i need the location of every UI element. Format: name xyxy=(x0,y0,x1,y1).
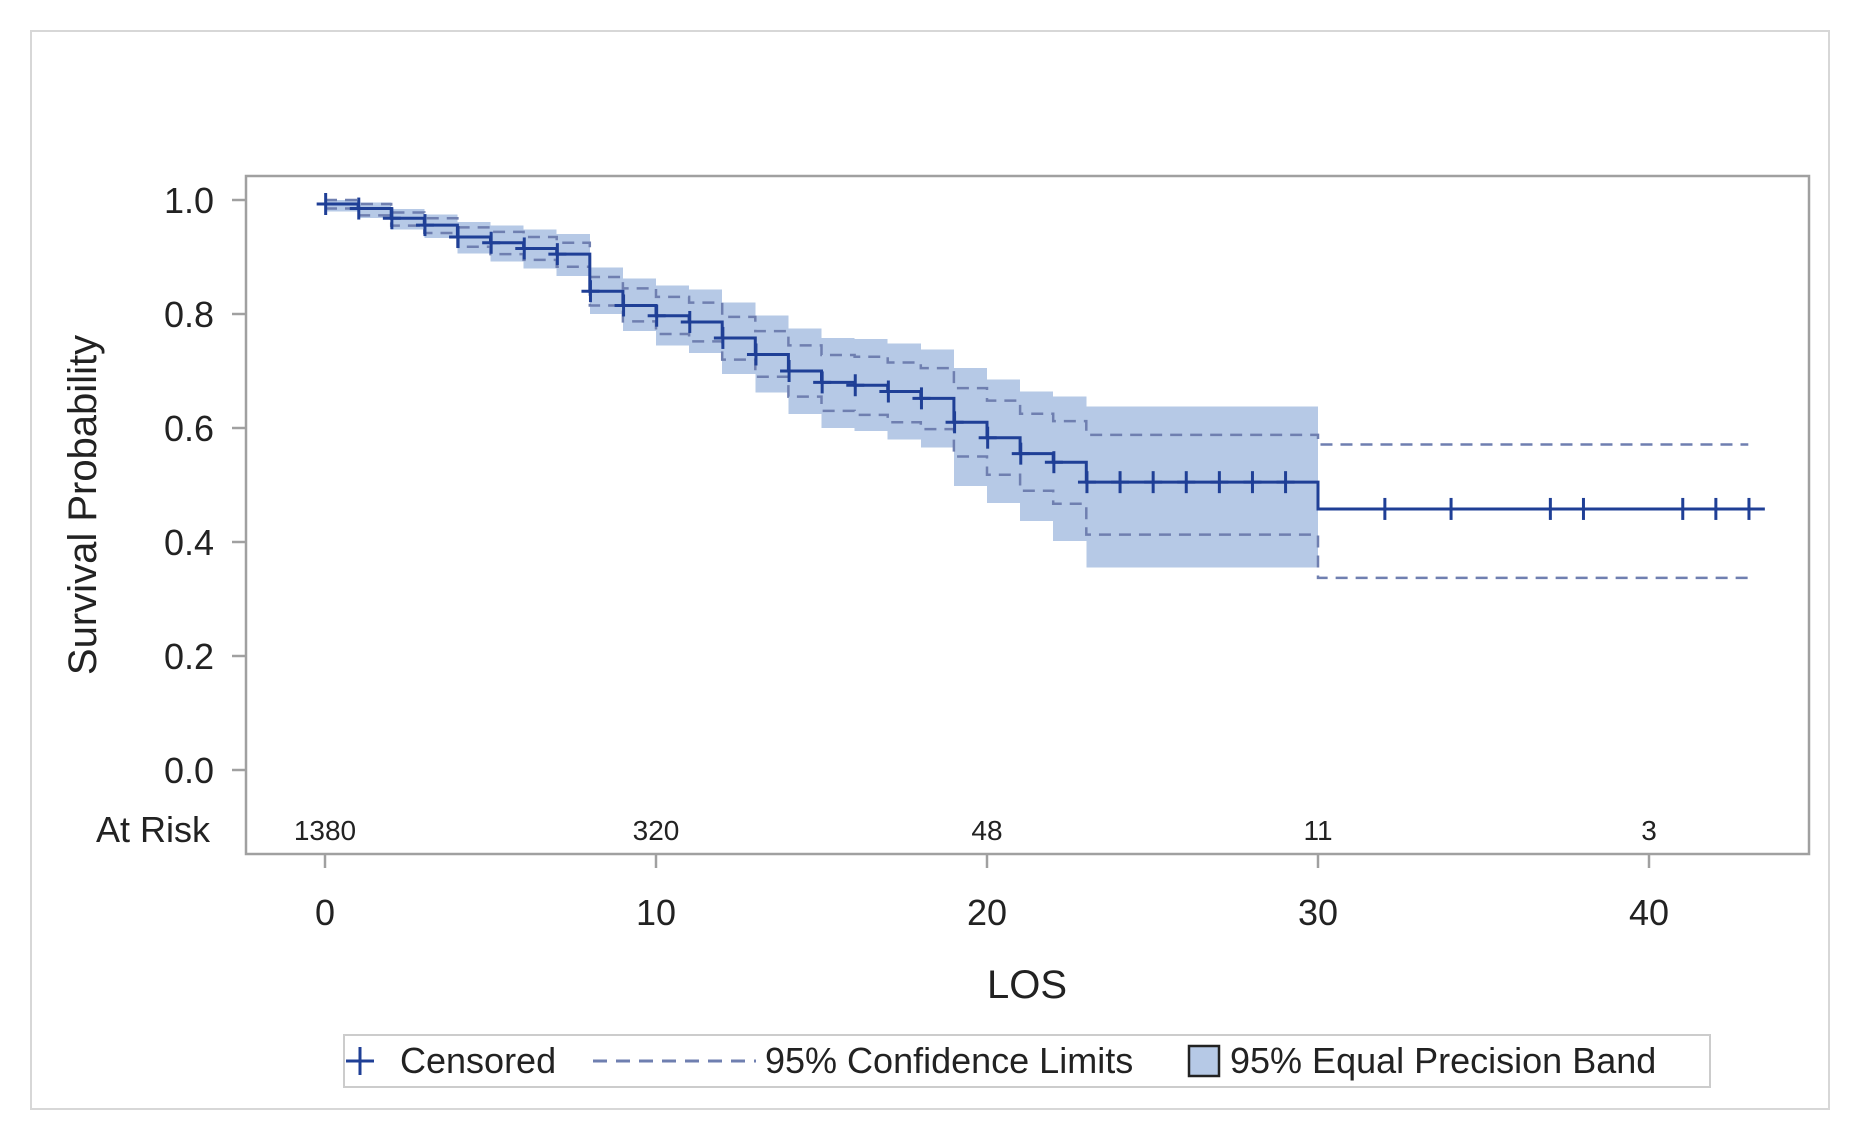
band-swatch-icon xyxy=(1187,1044,1221,1078)
y-tick-label: 0.4 xyxy=(164,522,214,563)
y-tick-label: 1.0 xyxy=(164,180,214,221)
upper-confidence-limit xyxy=(325,198,1749,446)
y-tick-label: 0.6 xyxy=(164,408,214,449)
censored-mark xyxy=(449,226,468,249)
censored-mark xyxy=(1144,471,1163,494)
x-tick-label: 40 xyxy=(1629,892,1669,933)
legend-label-equal-precision-band: 95% Equal Precision Band xyxy=(1230,1040,1656,1081)
band-segment xyxy=(1053,396,1087,541)
plot-area-border xyxy=(244,174,1811,856)
y-axis-title: Survival Probability xyxy=(61,335,105,675)
at-risk-label: At Risk xyxy=(96,809,211,850)
censored-mark xyxy=(978,426,997,449)
x-tick-label: 10 xyxy=(636,892,676,933)
censored-mark xyxy=(680,310,699,333)
censored-mark xyxy=(846,374,865,397)
at-risk-count: 1380 xyxy=(294,815,356,846)
censored-mark xyxy=(780,360,799,382)
censored-mark xyxy=(1044,451,1063,474)
censored-mark xyxy=(1276,471,1295,494)
censored-mark xyxy=(382,207,401,230)
legend-label-censored: Censored xyxy=(400,1040,556,1081)
censored-mark xyxy=(713,326,732,349)
censored-marks-layer xyxy=(316,192,1751,520)
censored-mark xyxy=(879,380,898,403)
censored-mark xyxy=(1077,471,1096,494)
x-tick-label: 30 xyxy=(1298,892,1338,933)
x-tick-label: 0 xyxy=(315,892,335,933)
censored-mark xyxy=(813,371,832,394)
censored-mark xyxy=(1111,471,1130,494)
at-risk-count: 3 xyxy=(1641,815,1657,846)
censored-mark xyxy=(945,411,964,434)
censored-mark xyxy=(1210,471,1229,494)
censored-mark xyxy=(1011,442,1030,465)
equal-precision-band-layer xyxy=(325,200,1318,568)
y-axis: 0.0 0.2 0.4 0.6 0.8 1.0 xyxy=(164,180,246,791)
confidence-limits-layer xyxy=(325,198,1749,580)
censored-mark xyxy=(581,280,600,303)
legend-box xyxy=(343,1034,1711,1088)
censored-mark xyxy=(614,294,633,317)
x-tick-label: 20 xyxy=(967,892,1007,933)
x-axis-title: LOS xyxy=(987,963,1067,1007)
band-segment xyxy=(1020,391,1054,521)
censored-mark xyxy=(1243,471,1262,494)
censored-mark xyxy=(912,387,931,410)
censored-mark xyxy=(746,343,765,366)
censored-mark xyxy=(415,214,434,237)
y-tick-label: 0.0 xyxy=(164,750,214,791)
lower-confidence-limit xyxy=(325,207,1749,580)
legend-item-confidence-limits: 95% Confidence Limits xyxy=(593,1040,1133,1081)
band-segment xyxy=(953,368,987,487)
y-tick-label: 0.2 xyxy=(164,636,214,677)
legend-item-censored: Censored xyxy=(346,1040,556,1081)
censored-mark xyxy=(316,192,335,215)
legend: Censored 95% Confidence Limits 95% Equal… xyxy=(343,1034,1711,1088)
plus-icon xyxy=(346,1047,374,1075)
legend-item-equal-precision-band: 95% Equal Precision Band xyxy=(1187,1040,1656,1081)
censored-mark xyxy=(349,197,368,220)
censored-mark xyxy=(515,237,534,260)
censored-mark xyxy=(548,243,567,266)
at-risk-table: At Risk 1380 320 48 11 3 xyxy=(96,809,1657,850)
y-tick-label: 0.8 xyxy=(164,294,214,335)
band-segment xyxy=(1086,406,1318,568)
x-axis: 0 10 20 30 40 xyxy=(315,854,1669,933)
band-segment xyxy=(987,379,1021,504)
band-segment xyxy=(325,200,359,212)
at-risk-count: 48 xyxy=(971,815,1002,846)
at-risk-count: 11 xyxy=(1303,815,1332,846)
censored-mark xyxy=(1177,471,1196,494)
censored-mark xyxy=(482,231,501,254)
legend-label-confidence-limits: 95% Confidence Limits xyxy=(765,1040,1133,1081)
at-risk-count: 320 xyxy=(633,815,680,846)
censored-mark xyxy=(647,304,666,327)
